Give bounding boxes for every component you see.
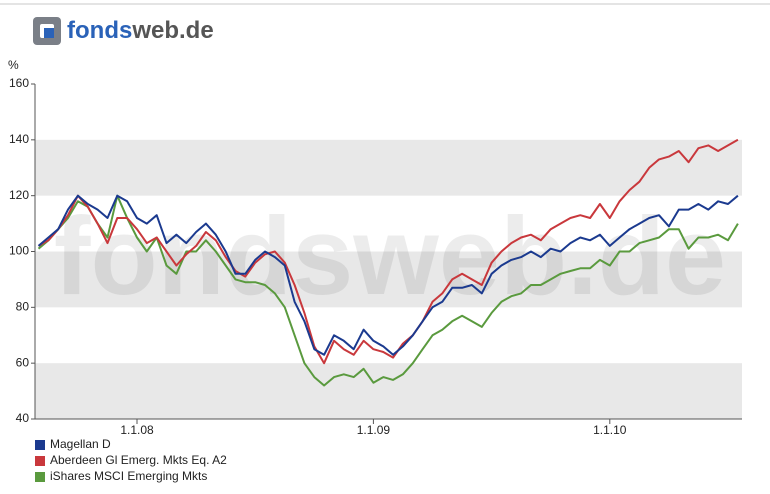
y-tick-label: 60 bbox=[16, 355, 30, 369]
logo-text: fondsweb.de bbox=[67, 17, 214, 44]
legend-label: iShares MSCI Emerging Mkts bbox=[50, 469, 207, 483]
series-line bbox=[37, 194, 739, 387]
grid-band bbox=[35, 251, 742, 308]
x-tick-label: 1.1.08 bbox=[120, 423, 154, 437]
series-line bbox=[37, 194, 739, 356]
grid-band bbox=[35, 363, 742, 419]
logo-part: web.de bbox=[131, 17, 213, 44]
series-line bbox=[38, 138, 739, 365]
legend-swatch bbox=[35, 456, 45, 466]
y-axis-label: % bbox=[8, 58, 19, 72]
watermark: fondsweb.de bbox=[54, 195, 726, 318]
legend-swatch bbox=[35, 440, 45, 450]
logo-icon-square bbox=[44, 28, 54, 38]
x-tick-label: 1.1.10 bbox=[593, 423, 627, 437]
y-tick-label: 160 bbox=[9, 76, 29, 90]
grid-band bbox=[35, 139, 742, 196]
legend-swatch bbox=[35, 472, 45, 482]
x-tick-label: 1.1.09 bbox=[357, 423, 391, 437]
legend-label: Magellan D bbox=[50, 437, 111, 451]
y-tick-label: 40 bbox=[16, 411, 30, 425]
logo: fondsweb.de bbox=[33, 17, 214, 45]
watermark-part: fonds bbox=[54, 195, 353, 318]
y-tick-label: 140 bbox=[9, 132, 29, 146]
y-tick-label: 100 bbox=[9, 244, 29, 258]
y-tick-label: 120 bbox=[9, 188, 29, 202]
legend-label: Aberdeen Gl Emerg. Mkts Eq. A2 bbox=[50, 453, 227, 467]
logo-part: fonds bbox=[67, 17, 132, 44]
y-tick-label: 80 bbox=[16, 300, 30, 314]
